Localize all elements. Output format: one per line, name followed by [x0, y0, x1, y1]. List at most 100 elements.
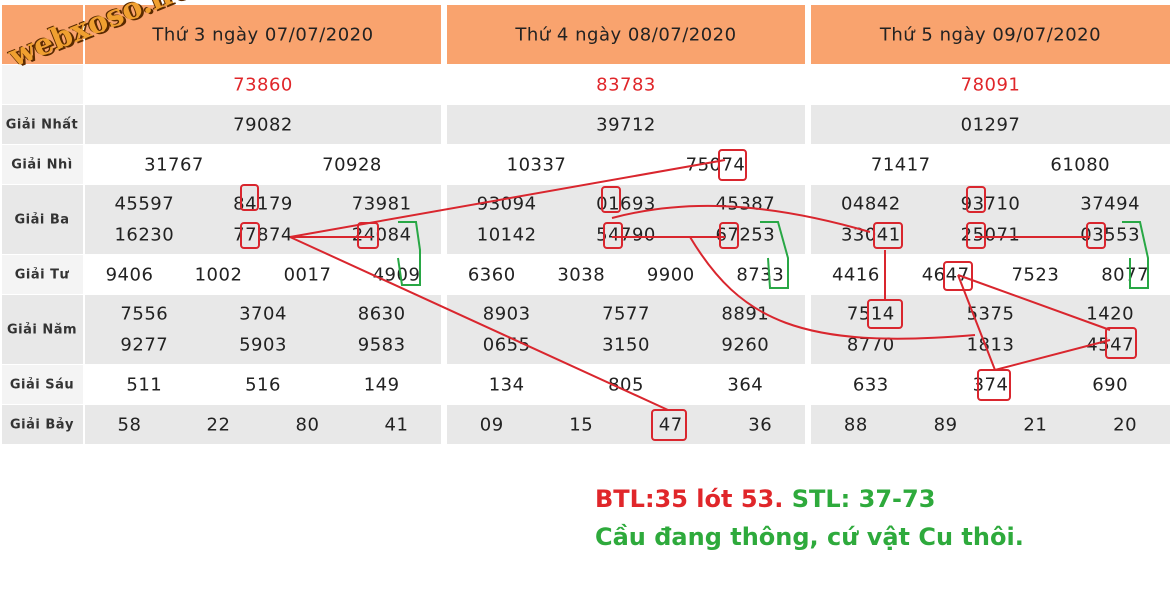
prize-number: 93094	[476, 193, 537, 215]
prize-number: 89	[933, 414, 958, 436]
day-cell	[85, 295, 441, 364]
red-marks	[240, 149, 1137, 441]
prize-label: Giải Nhì	[11, 157, 73, 173]
note-red: BTL:35 lót 53.	[595, 485, 784, 513]
prize-number: 0655	[482, 334, 531, 356]
prize-number: 1420	[1086, 303, 1135, 325]
day-cell	[85, 405, 441, 444]
prize-number: 8770	[846, 334, 895, 356]
day-cell	[85, 255, 441, 294]
prize-number: 80	[295, 414, 320, 436]
prize-number: 7514	[846, 303, 895, 325]
prize-number: 9900	[646, 264, 695, 286]
prize-number: 01297	[960, 114, 1021, 136]
day-cell	[811, 5, 1170, 64]
label-cell	[2, 405, 83, 444]
label-cell	[2, 105, 83, 144]
prize-number: 374	[972, 374, 1009, 396]
day-cell	[447, 65, 805, 104]
prize-number: 364	[727, 374, 764, 396]
prize-label: Giải Ba	[14, 212, 70, 228]
special-prize: 78091	[960, 74, 1021, 96]
label-cell	[2, 145, 83, 184]
day-header: Thứ 4 ngày 08/07/2020	[515, 24, 737, 46]
prize-number: 1002	[194, 264, 243, 286]
day-cell	[811, 405, 1170, 444]
prize-number: 9583	[357, 334, 406, 356]
prize-number: 16230	[114, 224, 175, 246]
day-cell	[447, 255, 805, 294]
day-cell	[811, 145, 1170, 184]
prize-number: 7523	[1011, 264, 1060, 286]
prize-number: 134	[488, 374, 525, 396]
prize-number: 75074	[685, 154, 746, 176]
prize-number: 511	[126, 374, 163, 396]
prize-number: 20	[1113, 414, 1138, 436]
prize-number: 3150	[602, 334, 650, 356]
prize-number: 8077	[1101, 264, 1150, 286]
day-cell	[447, 185, 805, 254]
prize-number: 9406	[105, 264, 154, 286]
prize-number: 39712	[596, 114, 656, 136]
prize-number: 4547	[1086, 334, 1135, 356]
prize-number: 149	[363, 374, 400, 396]
label-cell	[2, 5, 83, 64]
prize-number: 4416	[831, 264, 880, 286]
prize-number: 8903	[482, 303, 531, 325]
day-cell	[85, 105, 441, 144]
prize-label: Giải Sáu	[9, 377, 75, 393]
prize-number: 21	[1023, 414, 1048, 436]
prize-number: 7577	[602, 303, 650, 325]
prize-label: Giải Năm	[6, 322, 78, 338]
prize-number: 633	[852, 374, 889, 396]
prize-number: 03553	[1080, 224, 1141, 246]
prize-label: Giải Nhất	[5, 117, 79, 133]
prize-number: 516	[245, 374, 281, 396]
prize-number: 8630	[357, 303, 406, 325]
prize-number: 70928	[322, 154, 382, 176]
special-prize: 83783	[596, 74, 656, 96]
prize-number: 805	[608, 374, 644, 396]
prize-number: 67253	[715, 224, 776, 246]
prize-number: 54790	[596, 224, 656, 246]
day-cell	[85, 185, 441, 254]
day-cell	[85, 145, 441, 184]
prize-number: 22	[206, 414, 231, 436]
prize-number: 79082	[233, 114, 293, 136]
day-cell	[447, 405, 805, 444]
prize-number: 3704	[239, 303, 287, 325]
prize-number: 41	[384, 414, 409, 436]
prize-number: 4647	[921, 264, 970, 286]
prize-number: 01693	[596, 193, 656, 215]
prize-number: 73981	[351, 193, 412, 215]
day-cell	[811, 65, 1170, 104]
prize-number: 58	[117, 414, 142, 436]
prize-number: 61080	[1050, 154, 1111, 176]
prize-number: 09	[479, 414, 504, 436]
label-cell	[2, 185, 83, 254]
day-cell	[811, 365, 1170, 404]
note-line: Cầu đang thông, cứ vật Cu thôi.	[595, 523, 1024, 551]
day-header: Thứ 5 ngày 09/07/2020	[879, 24, 1102, 46]
prize-number: 9260	[721, 334, 770, 356]
prize-number: 24084	[351, 224, 412, 246]
prize-number: 25071	[960, 224, 1021, 246]
day-cell	[85, 5, 441, 64]
day-cell	[447, 295, 805, 364]
day-cell	[447, 365, 805, 404]
prize-number: 7556	[120, 303, 169, 325]
note-line: BTL:35 lót 53. STL: 37-73	[595, 480, 1024, 518]
prize-number: 33041	[840, 224, 901, 246]
label-cell	[2, 65, 83, 104]
prize-number: 47	[658, 414, 683, 436]
prize-number: 0017	[283, 264, 332, 286]
prize-number: 5375	[966, 303, 1015, 325]
prize-number: 37494	[1080, 193, 1141, 215]
special-prize: 73860	[233, 74, 293, 96]
note-green: STL: 37-73	[791, 485, 936, 513]
prize-number: 6360	[467, 264, 516, 286]
day-cell	[447, 105, 805, 144]
prize-number: 690	[1092, 374, 1129, 396]
